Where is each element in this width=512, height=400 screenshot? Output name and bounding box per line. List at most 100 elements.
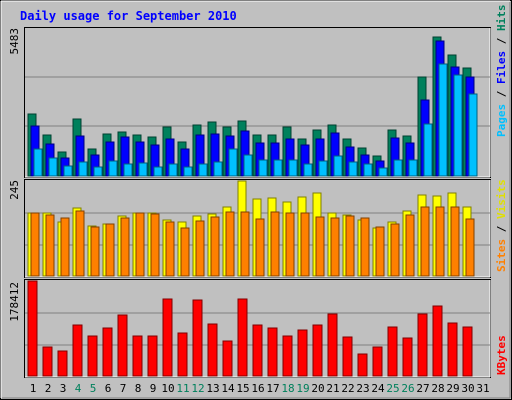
bar-pages-day-4 <box>78 161 88 177</box>
x-tick-label-day-29: 29 <box>446 382 459 395</box>
x-tick-label-day-23: 23 <box>356 382 369 395</box>
bar-pages-day-7 <box>123 163 133 177</box>
bar-sites-day-28 <box>435 206 445 277</box>
bar-kbytes-day-30 <box>462 326 473 377</box>
chart-title: Daily usage for September 2010 <box>20 9 237 23</box>
bar-pages-day-19 <box>303 163 313 177</box>
x-tick-label-day-13: 13 <box>206 382 219 395</box>
bar-pages-day-21 <box>333 155 343 177</box>
bar-sites-day-22 <box>345 215 355 277</box>
bars-hits-files-pages <box>27 36 478 177</box>
bar-sites-day-7 <box>120 217 130 277</box>
bar-sites-day-11 <box>180 227 190 277</box>
x-tick-label-day-12: 12 <box>191 382 204 395</box>
bar-pages-day-20 <box>318 160 328 177</box>
x-tick-label-day-30: 30 <box>461 382 474 395</box>
bar-pages-day-10 <box>168 163 178 177</box>
bar-sites-day-26 <box>405 214 415 277</box>
x-axis-day-labels: 1 2 3 4 5 6 7 8 9 10 11 12 13 14 15 16 17 18 19 20 21 22 23 24 2… <box>30 382 490 395</box>
bar-sites-day-1 <box>30 212 40 277</box>
bar-pages-day-9 <box>153 166 163 177</box>
bar-kbytes-day-17 <box>267 327 278 377</box>
bar-kbytes-day-10 <box>162 298 173 377</box>
bar-kbytes-day-21 <box>327 313 338 377</box>
bar-pages-day-5 <box>93 166 103 177</box>
bar-kbytes-day-27 <box>417 313 428 377</box>
bar-kbytes-day-19 <box>297 329 308 377</box>
bar-sites-day-23 <box>360 217 370 277</box>
x-tick-label-day-19: 19 <box>296 382 309 395</box>
y-max-label-hits: 5483 <box>8 28 21 55</box>
bar-pages-day-18 <box>288 159 298 177</box>
bar-kbytes-day-26 <box>402 337 413 377</box>
x-tick-label-day-16: 16 <box>251 382 264 395</box>
bar-pages-day-24 <box>378 167 388 177</box>
bar-kbytes-day-14 <box>222 340 233 377</box>
x-tick-label-day-2: 2 <box>45 382 52 395</box>
bar-kbytes-day-3 <box>57 350 68 377</box>
bar-pages-day-2 <box>48 157 58 177</box>
bar-kbytes-day-4 <box>72 324 83 377</box>
x-tick-label-day-1: 1 <box>30 382 37 395</box>
bar-kbytes-day-8 <box>132 335 143 377</box>
bar-pages-day-14 <box>228 148 238 177</box>
y-max-label-visits: 245 <box>8 180 21 200</box>
bar-sites-day-27 <box>420 206 430 277</box>
x-tick-label-day-9: 9 <box>150 382 157 395</box>
x-tick-label-day-21: 21 <box>326 382 339 395</box>
x-tick-label-day-15: 15 <box>236 382 249 395</box>
bars-kbytes <box>27 280 473 377</box>
bar-kbytes-day-29 <box>447 322 458 377</box>
x-tick-label-day-31: 31 <box>476 382 489 395</box>
panel-sites-visits: 245 Sites / Visits <box>8 179 508 278</box>
bar-kbytes-day-18 <box>282 335 293 377</box>
bar-pages-day-27 <box>423 123 433 177</box>
y-axis-label-kbytes: KBytes <box>495 335 508 375</box>
bar-sites-day-8 <box>135 212 145 277</box>
x-tick-label-day-10: 10 <box>161 382 174 395</box>
x-tick-label-day-6: 6 <box>105 382 112 395</box>
bar-kbytes-day-22 <box>342 336 353 377</box>
x-tick-label-day-17: 17 <box>266 382 279 395</box>
bar-kbytes-day-7 <box>117 314 128 377</box>
bar-pages-day-12 <box>198 163 208 177</box>
bar-kbytes-day-6 <box>102 327 113 377</box>
bar-sites-day-12 <box>195 220 205 277</box>
bar-sites-day-19 <box>300 212 310 277</box>
bar-pages-day-25 <box>393 159 403 177</box>
bar-sites-day-14 <box>225 211 235 277</box>
bar-sites-day-16 <box>255 218 265 277</box>
y-axis-label-sites-visits: Sites / Visits <box>495 179 508 272</box>
x-tick-label-day-20: 20 <box>311 382 324 395</box>
x-tick-label-day-22: 22 <box>341 382 354 395</box>
bar-sites-day-25 <box>390 223 400 277</box>
bar-pages-day-6 <box>108 160 118 177</box>
bar-pages-day-26 <box>408 159 418 177</box>
bar-sites-day-9 <box>150 213 160 277</box>
x-tick-label-day-11: 11 <box>176 382 189 395</box>
bar-pages-day-16 <box>258 159 268 177</box>
bar-pages-day-17 <box>273 159 283 177</box>
bar-sites-day-20 <box>315 216 325 277</box>
bar-kbytes-day-1 <box>27 280 38 377</box>
bar-pages-day-3 <box>63 165 73 177</box>
bar-sites-day-15 <box>240 211 250 277</box>
y-axis-label-pages-files-hits: Pages / Files / Hits <box>495 5 508 138</box>
bar-kbytes-day-9 <box>147 335 158 377</box>
bar-kbytes-day-23 <box>357 353 368 377</box>
x-tick-label-day-7: 7 <box>120 382 127 395</box>
bar-kbytes-day-13 <box>207 323 218 377</box>
x-tick-label-day-26: 26 <box>401 382 414 395</box>
bar-sites-day-21 <box>330 217 340 277</box>
bar-pages-day-23 <box>363 163 373 177</box>
bar-kbytes-day-11 <box>177 332 188 377</box>
bar-sites-day-4 <box>75 210 85 277</box>
bar-sites-day-30 <box>465 218 475 277</box>
bar-pages-day-1 <box>33 148 43 177</box>
bar-sites-day-17 <box>270 211 280 277</box>
x-tick-label-day-27: 27 <box>416 382 429 395</box>
bar-pages-day-30 <box>468 93 478 177</box>
x-tick-label-day-25: 25 <box>386 382 399 395</box>
bar-pages-day-11 <box>183 166 193 177</box>
bar-pages-day-13 <box>213 161 223 177</box>
